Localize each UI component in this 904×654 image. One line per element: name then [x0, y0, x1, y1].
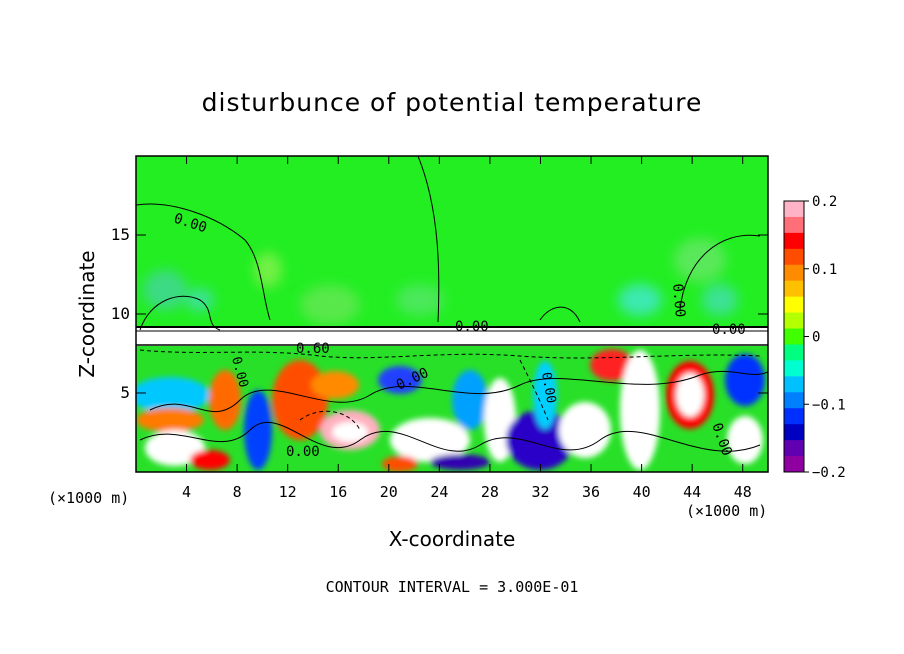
contour-interval-note: CONTOUR INTERVAL = 3.000E-01	[326, 578, 579, 596]
y-tick-label: 5	[120, 383, 130, 402]
colorbar-swatch	[784, 232, 804, 250]
y-tick-label: 10	[111, 304, 130, 323]
colorbar-swatch	[784, 312, 804, 330]
colorbar	[784, 201, 804, 473]
x-tick-label: 32	[531, 483, 549, 501]
chart-title: disturbunce of potential temperature	[202, 88, 703, 117]
colorbar-tick-label: 0.2	[812, 194, 837, 210]
y-axis-label: Z-coordinate	[75, 250, 99, 377]
contour-label: 0.00	[286, 444, 320, 460]
interface-band	[136, 326, 768, 346]
x-unit-right: (×1000 m)	[686, 502, 767, 520]
x-tick-label: 28	[481, 483, 499, 501]
x-tick-label: 24	[430, 483, 448, 501]
colorbar-swatch	[784, 424, 804, 441]
x-axis-label: X-coordinate	[389, 527, 516, 551]
colorbar-swatch	[784, 264, 804, 282]
contour-label: 0.00	[538, 371, 558, 404]
x-tick-label: 16	[329, 483, 347, 501]
heatmap-field: 0.00 0.00 0.60 0.00 0.00 0.00 0.00 0.00 …	[136, 156, 768, 472]
colorbar-swatch	[784, 392, 804, 409]
y-axis: 5 10 15	[111, 225, 768, 402]
x-tick-label: 44	[683, 483, 701, 501]
contour-zero-right	[679, 234, 761, 311]
upper-field	[136, 156, 768, 346]
colorbar-swatch	[784, 201, 804, 218]
x-tick-label: 36	[582, 483, 600, 501]
colorbar-tick-label: −0.1	[812, 397, 846, 413]
colorbar-tick-label: −0.2	[812, 465, 846, 481]
x-axis: 4 8 12 16 20 24 28 32 36 40 44 48	[182, 156, 752, 501]
x-tick-label: 40	[633, 483, 651, 501]
contour-label: 0.60	[296, 341, 330, 357]
colorbar-swatch	[784, 376, 804, 393]
colorbar-swatch	[784, 296, 804, 314]
colorbar-swatch	[784, 408, 804, 425]
colorbar-ticks: 0.2 0.1 0 −0.1 −0.2	[804, 194, 846, 481]
colorbar-swatch	[784, 280, 804, 298]
y-tick-label: 15	[111, 225, 130, 244]
contour-labels: 0.00 0.00 0.60 0.00 0.00 0.00 0.00 0.00 …	[172, 211, 746, 460]
colorbar-swatch	[784, 440, 804, 457]
contour-zero-arch	[417, 156, 440, 323]
colorbar-swatch	[784, 328, 804, 345]
colorbar-tick-label: 0	[812, 330, 820, 346]
colorbar-swatch	[784, 344, 804, 361]
colorbar-tick-label: 0.1	[812, 262, 837, 278]
x-tick-label: 8	[233, 483, 242, 501]
x-unit-left: (×1000 m)	[48, 489, 129, 507]
x-tick-label: 20	[380, 483, 398, 501]
colorbar-swatch	[784, 248, 804, 266]
contour-label: 0.00	[669, 283, 688, 318]
x-tick-label: 48	[734, 483, 752, 501]
contour-zero-upper	[136, 203, 271, 321]
x-tick-label: 12	[279, 483, 297, 501]
colorbar-swatch	[784, 216, 804, 234]
x-tick-label: 4	[182, 483, 191, 501]
contour-label: 0.00	[712, 322, 746, 338]
contour-label: 0.00	[455, 319, 489, 335]
colorbar-swatch	[784, 456, 804, 473]
colorbar-swatch	[784, 360, 804, 377]
